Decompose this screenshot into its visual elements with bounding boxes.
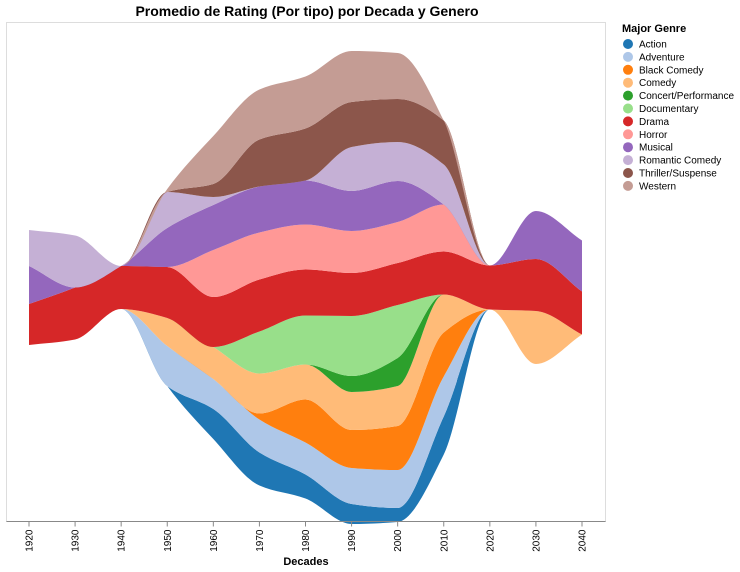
legend-swatch [623, 116, 633, 127]
x-tick-label: 2010 [439, 529, 450, 552]
legend-label: Horror [639, 130, 668, 141]
legend-swatch [623, 51, 633, 62]
area-action [29, 309, 582, 524]
legend-label: Romantic Comedy [639, 156, 721, 167]
x-tick-label: 2020 [485, 529, 496, 552]
legend-swatch [623, 77, 633, 88]
legend-title: Major Genre [622, 23, 686, 35]
legend-label: Musical [639, 143, 673, 154]
x-tick-label: 2030 [531, 529, 542, 552]
legend-swatch [623, 103, 633, 114]
legend-swatch [623, 90, 633, 101]
chart-title: Promedio de Rating (Por tipo) por Decada… [135, 3, 478, 19]
area-western [29, 51, 582, 266]
x-tick-label: 1950 [163, 529, 174, 552]
legend-label: Documentary [639, 104, 698, 115]
legend-label: Adventure [639, 52, 685, 63]
legend-swatch [623, 168, 633, 178]
legend-label: Thriller/Suspense [639, 169, 717, 180]
area-romantic-comedy [29, 142, 582, 288]
legend-swatch [623, 155, 633, 166]
legend-label: Drama [639, 117, 669, 128]
x-tick-label: 1920 [25, 529, 36, 552]
x-tick-label: 1990 [347, 529, 358, 552]
x-tick-label: 1960 [209, 529, 220, 552]
area-comedy [29, 294, 582, 430]
area-documentary [29, 294, 582, 376]
x-axis-title: Decades [283, 556, 328, 568]
area-adventure [29, 309, 582, 508]
legend-swatch [623, 142, 633, 153]
x-tick-label: 1970 [255, 529, 266, 552]
x-tick-label: 1940 [117, 529, 128, 552]
x-tick-label: 1930 [71, 529, 82, 552]
area-black-comedy [29, 309, 582, 470]
area-musical [29, 180, 582, 304]
legend-label: Action [639, 40, 667, 51]
legend-label: Western [639, 181, 676, 192]
x-axis: 1920 1930 1940 1950 1960 1970 1980 1990 2000 2010… [6, 521, 606, 552]
legend-label: Comedy [639, 78, 676, 89]
stream-areas [29, 51, 582, 524]
legend-label: Concert/Performance [639, 91, 734, 102]
x-tick-label: 2000 [393, 529, 404, 552]
legend-label: Black Comedy [639, 65, 703, 76]
area-horror [29, 204, 582, 304]
legend-swatch [623, 129, 633, 140]
legend-swatch [623, 180, 633, 191]
area-drama [29, 251, 582, 347]
x-tick-label: 2040 [578, 529, 589, 552]
x-tick-label: 1980 [301, 529, 312, 552]
legend-swatch [623, 64, 633, 75]
area-thriller-suspense [29, 99, 582, 266]
legend-swatch [623, 39, 633, 49]
